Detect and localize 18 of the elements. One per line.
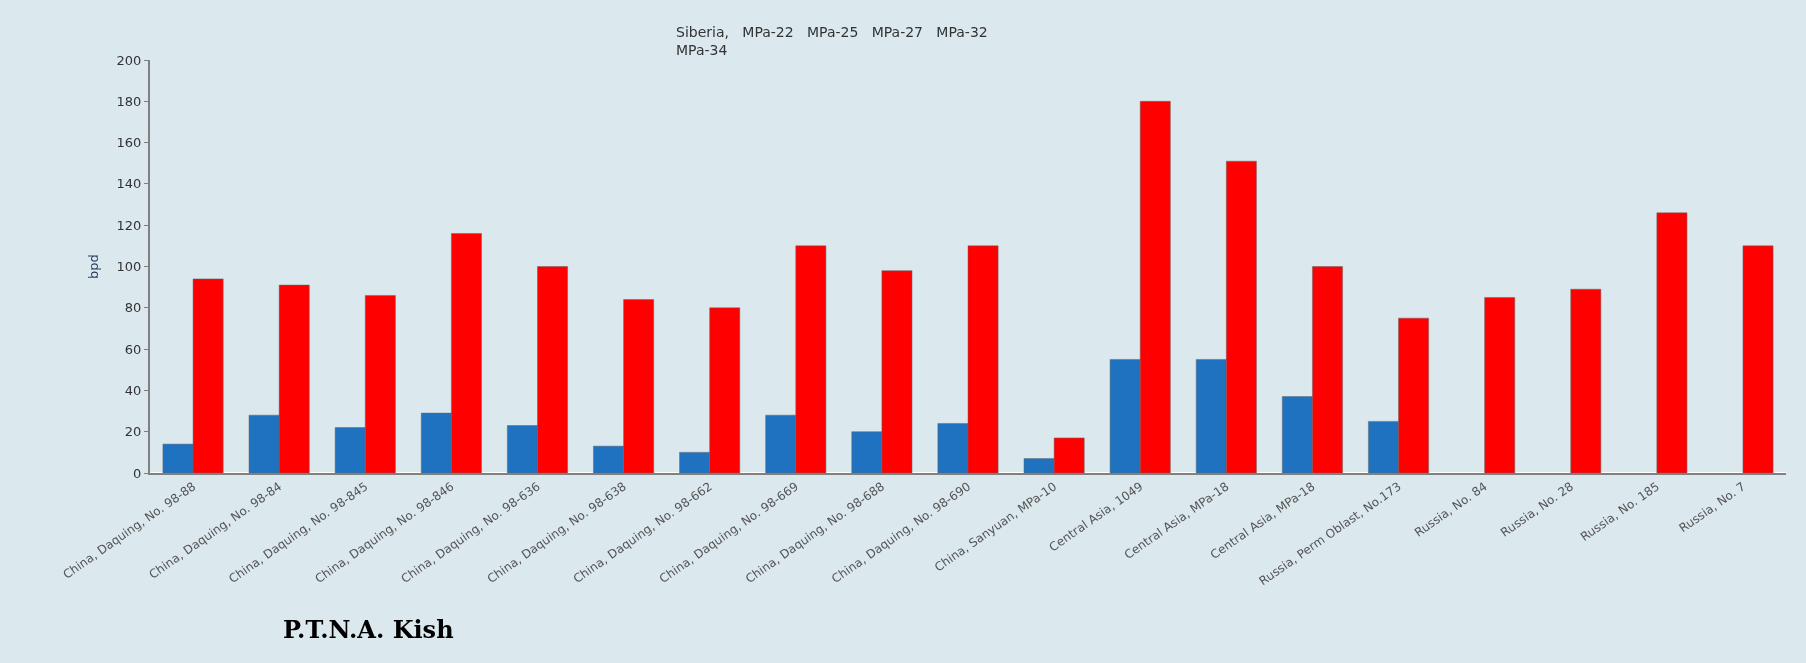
bar [1484, 297, 1516, 473]
y-tick-label: 180 [116, 93, 142, 109]
text: Siberia, MPa-22 MPa-25 MPa-27 MPa-32 MPa-34 [676, 24, 988, 59]
y-tick-label: 60 [124, 341, 142, 357]
y-tick-label: 40 [124, 382, 142, 398]
bar [1742, 245, 1774, 473]
y-tick-label: 200 [116, 52, 142, 68]
y-tick-label: 140 [116, 176, 142, 192]
y-tick-label: 20 [124, 424, 142, 440]
text: P.T.N.A. Kish [283, 615, 454, 644]
y-tick-label: 100 [116, 259, 142, 275]
y-tick-label: 160 [116, 135, 142, 151]
bar [1656, 212, 1688, 473]
y-tick-label: 80 [124, 300, 142, 316]
y-tick-label: 120 [116, 217, 142, 233]
y-tick-label: 0 [133, 465, 142, 481]
y-axis-title: bpd [86, 254, 102, 279]
bar [1570, 288, 1602, 473]
